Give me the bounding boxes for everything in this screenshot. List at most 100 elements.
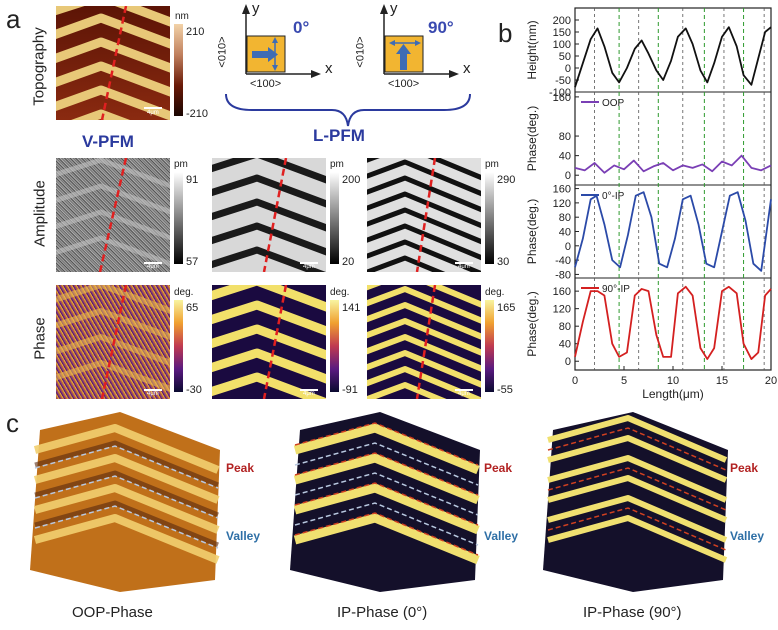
y-tick-label: -100 [549,87,571,99]
schematic-90-y-axis: y [390,0,398,17]
ip-phase-90-3d [538,410,738,595]
x-tick-label: 5 [621,375,627,387]
phase-cbar-min-3: -55 [497,384,513,396]
schematic-90-x-axis: x [463,60,471,77]
y-tick-label: 80 [559,131,571,143]
y-tick-label: 160 [553,286,571,298]
topography-cbar-min: -210 [186,108,209,120]
y-tick-label: 160 [553,92,571,104]
lpfm-brace [225,93,471,127]
y-axis-label: Height(nm) [525,20,539,79]
schematic-90-angle: 90° [428,18,454,37]
series-line-0 [574,26,772,88]
phase-map-vpfm: 4μm [56,285,170,399]
y-tick-label: 40 [559,227,571,239]
valley-label-1: Valley [226,529,261,543]
schematic-0-left-label: <010> [216,36,229,68]
phase-map-90deg: 4μm [367,285,481,399]
row-label-amplitude: Amplitude [31,180,49,247]
series-line-3 [574,285,772,360]
phase-cbar-min-1: -30 [186,384,202,396]
amp-cbar-max-3: 290 [497,174,516,186]
y-tick-label: 80 [559,321,571,333]
chart-frame [574,7,772,371]
amplitude-map-90deg: 4μm [367,158,481,272]
row-label-topography: Topography [30,27,48,106]
phase-cbar-max-2: 141 [342,302,361,314]
scale-bar-label: 4μm [147,110,159,116]
amp-cbar-min-1: 57 [186,256,199,268]
scale-bar-label: 4μm [147,391,159,397]
schematic-90-deg [380,4,459,78]
header-vpfm: V-PFM [82,132,134,151]
y-tick-label: -40 [555,255,571,267]
phase-cbar-max-1: 65 [186,302,199,314]
y-tick-label: 0 [565,170,571,182]
y-tick-label: 100 [553,39,571,51]
amp-cbar-unit-1: pm [174,159,188,170]
phase-map-0deg: 4μm [212,285,326,399]
schematic-0-bottom-label: <100> [250,78,282,90]
y-tick-label: 150 [553,27,571,39]
y-tick-label: 0 [565,63,571,75]
x-tick-label: 15 [716,375,728,387]
scale-bar-label: 4μm [303,391,315,397]
caption-ip-phase-90: IP-Phase (90°) [583,604,682,621]
x-tick-label: 10 [667,375,679,387]
amplitude-colorbar-vpfm [174,172,183,264]
oop-phase-3d [20,410,230,595]
amplitude-colorbar-90deg [485,172,494,264]
panel-letter-c: c [6,408,19,438]
y-axis-label: Phase(deg.) [525,106,539,171]
series-line-2 [574,191,772,272]
x-tick-label: 0 [572,375,578,387]
y-tick-label: 40 [559,151,571,163]
amp-cbar-min-2: 20 [342,256,355,268]
x-axis-label: Length(μm) [642,387,704,401]
amp-cbar-min-3: 30 [497,256,510,268]
y-tick-label: -50 [555,75,571,87]
scale-bar-label: 4μm [458,391,470,397]
header-lpfm: L-PFM [313,126,365,145]
panel-letter-b: b [498,18,513,48]
amp-cbar-max-2: 200 [342,174,361,186]
peak-label-3: Peak [730,461,759,475]
y-tick-label: 50 [559,51,571,63]
schematic-90-left-label: <010> [354,36,367,68]
schematic-0-x-axis: x [325,60,333,77]
topography-map: 4μm [56,6,170,120]
phase-colorbar-90deg [485,300,494,392]
y-tick-label: 160 [553,184,571,196]
phase-cbar-unit-3: deg. [485,287,505,298]
scale-bar-label: 4μm [147,264,159,270]
amp-cbar-unit-2: pm [330,159,344,170]
row-label-phase: Phase [31,317,49,360]
schematic-0-angle: 0° [293,18,310,37]
amp-cbar-max-1: 91 [186,174,199,186]
y-tick-label: 40 [559,339,571,351]
schematic-0-deg [242,4,321,78]
panel-letter-a: a [6,4,21,34]
phase-cbar-unit-2: deg. [330,287,350,298]
y-tick-label: 120 [553,198,571,210]
y-axis-label: Phase(deg.) [525,291,539,356]
legend-label: OOP [602,98,625,109]
phase-colorbar-0deg [330,300,339,392]
amplitude-map-0deg: 4μm [212,158,326,272]
schematic-0-y-axis: y [252,0,260,17]
caption-oop-phase: OOP-Phase [72,604,153,621]
scale-bar-label: 4μm [303,264,315,270]
legend-label: 90°-IP [602,284,630,295]
line-profiles-chart: 200150100500-50-100Height(nm)16080400Pha… [525,7,777,401]
y-tick-label: -80 [555,269,571,281]
y-tick-label: 0 [565,241,571,253]
phase-cbar-min-2: -91 [342,384,358,396]
amplitude-colorbar-0deg [330,172,339,264]
caption-ip-phase-0: IP-Phase (0°) [337,604,428,621]
valley-label-3: Valley [730,529,765,543]
amplitude-map-vpfm: 4μm [56,158,170,272]
legend-label: 0°-IP [602,191,625,202]
phase-cbar-unit-1: deg. [174,287,194,298]
peak-label-1: Peak [226,461,255,475]
phase-cbar-max-3: 165 [497,302,516,314]
